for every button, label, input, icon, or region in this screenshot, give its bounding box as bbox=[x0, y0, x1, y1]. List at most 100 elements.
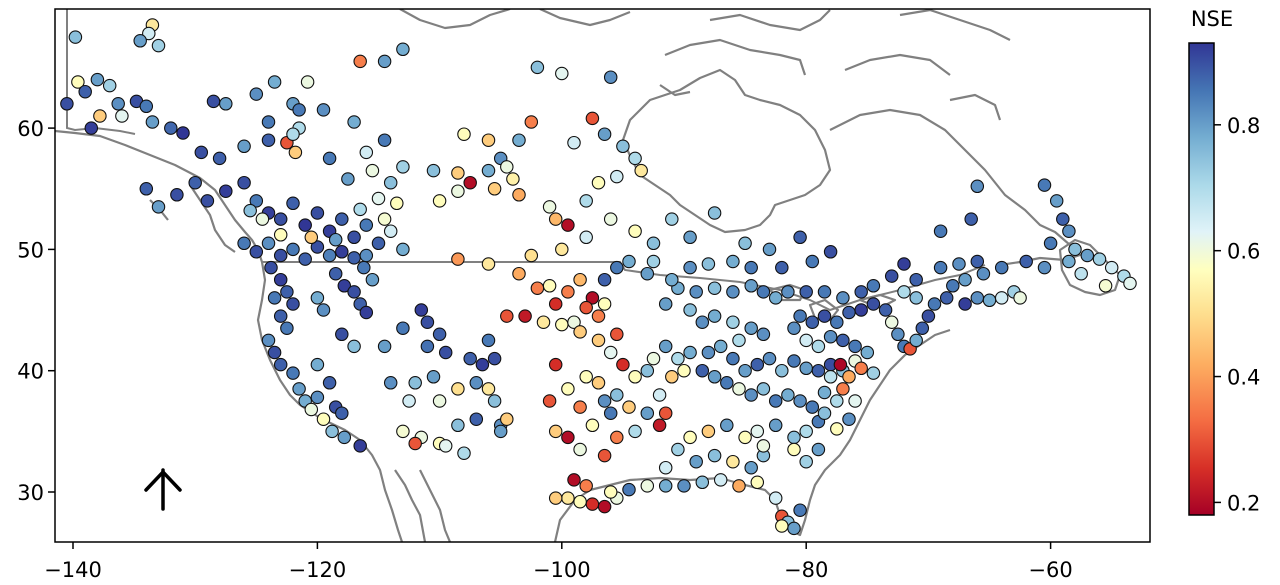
gauge-point bbox=[371, 236, 386, 251]
gauge-point bbox=[799, 333, 813, 348]
gauge-point bbox=[420, 315, 435, 329]
gauge-point bbox=[286, 297, 300, 311]
gauge-point bbox=[946, 279, 960, 293]
gauge-point bbox=[286, 127, 300, 141]
gauge-point bbox=[579, 300, 593, 315]
gauge-point bbox=[451, 166, 465, 180]
gauge-point bbox=[286, 196, 300, 211]
gauge-point bbox=[561, 382, 575, 396]
gauge-point bbox=[396, 321, 410, 335]
gauge-point bbox=[365, 272, 380, 287]
gauge-point bbox=[665, 370, 679, 384]
gauge-point bbox=[567, 135, 581, 150]
gauge-point bbox=[866, 279, 881, 293]
gauge-point bbox=[548, 297, 563, 311]
gauge-point bbox=[237, 236, 251, 251]
gauge-point bbox=[640, 363, 655, 378]
gauge-point bbox=[273, 212, 288, 226]
gauge-point bbox=[775, 519, 789, 533]
gauge-point bbox=[909, 291, 923, 305]
gauge-point bbox=[811, 339, 826, 354]
gauge-point bbox=[84, 121, 99, 135]
gauge-point bbox=[707, 281, 722, 295]
gauge-point bbox=[310, 291, 325, 305]
gauge-point bbox=[328, 266, 343, 281]
x-tick-label: −80 bbox=[784, 558, 828, 582]
colorbar-title: NSE bbox=[1191, 7, 1233, 31]
gauge-point bbox=[646, 351, 661, 366]
gauge-point bbox=[701, 257, 716, 271]
gauge-point bbox=[597, 448, 612, 463]
gauge-point bbox=[1098, 279, 1113, 293]
gauge-point bbox=[891, 327, 905, 342]
y-tick-label: 30 bbox=[17, 481, 44, 505]
gauge-point bbox=[359, 305, 374, 320]
gauge-point bbox=[280, 285, 294, 299]
gauge-point bbox=[726, 351, 740, 366]
gauge-point bbox=[707, 206, 722, 220]
gauge-point bbox=[383, 224, 398, 238]
gauge-point bbox=[1037, 178, 1052, 192]
gauge-point bbox=[768, 418, 783, 433]
gauge-point bbox=[823, 329, 838, 344]
y-tick-label: 40 bbox=[17, 360, 44, 384]
gauge-point bbox=[799, 454, 813, 469]
gauge-point bbox=[830, 422, 844, 436]
gauge-point bbox=[720, 376, 734, 390]
gauge-point bbox=[701, 424, 716, 439]
gauge-point bbox=[524, 115, 539, 129]
gauge-point bbox=[273, 309, 288, 323]
gauge-point bbox=[970, 254, 985, 269]
gauge-point bbox=[616, 139, 630, 154]
gauge-point bbox=[60, 97, 74, 111]
gauge-point bbox=[833, 357, 848, 372]
gauge-point bbox=[371, 191, 386, 206]
gauge-point bbox=[640, 479, 655, 493]
gauge-point bbox=[335, 406, 349, 420]
gauge-point bbox=[555, 317, 569, 332]
gauge-point bbox=[591, 175, 606, 190]
gauge-point bbox=[603, 345, 618, 360]
gauge-point bbox=[817, 406, 832, 420]
gauge-point bbox=[133, 34, 147, 48]
gauge-point bbox=[347, 230, 361, 245]
gauge-point bbox=[707, 309, 722, 323]
gauge-point bbox=[347, 251, 361, 265]
gauge-point bbox=[298, 218, 312, 232]
gauge-point bbox=[744, 260, 758, 275]
gauge-point bbox=[683, 430, 697, 445]
gauge-point bbox=[836, 333, 850, 348]
gauge-point bbox=[408, 376, 422, 390]
gauge-point bbox=[457, 446, 471, 460]
gauge-point bbox=[561, 218, 575, 232]
gauge-point bbox=[713, 473, 728, 487]
gauge-point bbox=[830, 394, 844, 408]
north-arrow-icon bbox=[144, 468, 182, 511]
gauge-point bbox=[438, 345, 453, 360]
gauge-point bbox=[383, 376, 398, 390]
gauge-point bbox=[628, 224, 642, 238]
gauge-point bbox=[628, 424, 642, 439]
gauge-point bbox=[267, 75, 282, 89]
gauge-point bbox=[817, 309, 832, 323]
gauge-point bbox=[347, 285, 361, 299]
gauge-point bbox=[1068, 242, 1082, 257]
gauge-point bbox=[884, 315, 899, 329]
gauge-point bbox=[357, 260, 371, 275]
gauge-point bbox=[756, 285, 771, 299]
gauge-point bbox=[1123, 276, 1137, 291]
gauge-point bbox=[1013, 291, 1027, 305]
gauge-point bbox=[536, 315, 551, 329]
gauge-point bbox=[451, 252, 465, 266]
gauge-point bbox=[267, 345, 282, 360]
gauge-point bbox=[842, 305, 856, 320]
gauge-point bbox=[762, 242, 777, 257]
gauge-point bbox=[365, 163, 380, 178]
gauge-point bbox=[237, 175, 251, 190]
gauge-point bbox=[854, 361, 868, 376]
gauge-point bbox=[652, 388, 667, 402]
gauge-point bbox=[793, 309, 807, 323]
gauge-point bbox=[579, 479, 593, 493]
gauge-point bbox=[842, 412, 856, 426]
gauge-point bbox=[884, 269, 899, 283]
